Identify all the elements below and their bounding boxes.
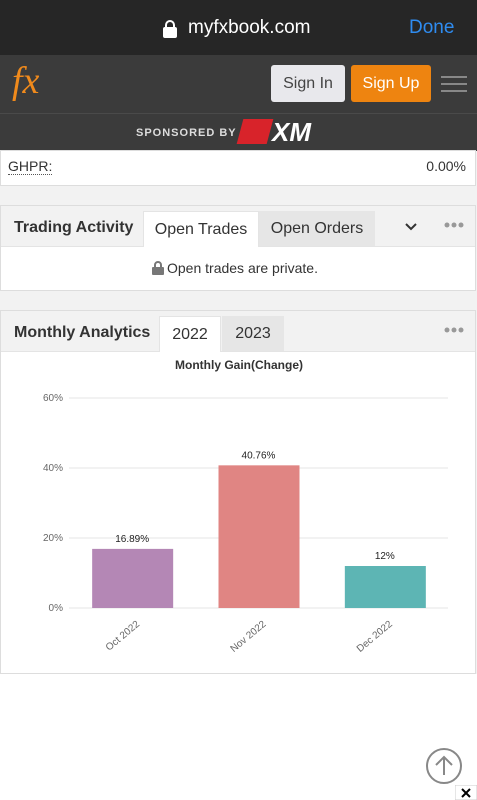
chevron[interactable] — [405, 223, 417, 231]
tab[interactable]: Open Trades — [143, 211, 259, 247]
x-tick-label: Dec 2022 — [355, 619, 395, 655]
private-message: Open trades are private. — [167, 260, 318, 276]
ghpr-label: GHPR: — [8, 158, 53, 175]
sign-in-button[interactable]: Sign In — [271, 65, 345, 102]
card-title: Monthly Analytics — [14, 324, 151, 341]
tab[interactable]: 2022 — [159, 316, 221, 352]
sign-up-button[interactable]: Sign Up — [351, 65, 431, 102]
tab-bar: Monthly Analytics 2022 2023 — [1, 311, 475, 352]
ghpr-value: 0.00% — [426, 158, 466, 174]
tab[interactable]: Open Orders — [259, 211, 375, 246]
x-tick-label: Oct 2022 — [104, 619, 142, 654]
lock-icon — [152, 261, 164, 275]
chart-title: Monthly Gain(Change) — [175, 358, 303, 372]
y-tick-label: 60% — [43, 393, 63, 404]
close-button[interactable] — [455, 785, 477, 800]
ghpr-row: GHPR: 0.00% — [0, 150, 476, 186]
x-tick-label: Nov 2022 — [229, 619, 269, 655]
url[interactable]: myfxbook.com — [188, 17, 311, 38]
scroll-top-button[interactable] — [425, 747, 463, 785]
tab[interactable]: 2023 — [222, 316, 284, 351]
trading-activity-card: Trading Activity Open Trades Open Orders… — [0, 205, 476, 291]
bar — [344, 566, 426, 608]
menu-icon[interactable] — [441, 74, 467, 94]
lock-icon — [163, 20, 177, 38]
y-tick-label: 0% — [49, 603, 64, 614]
more-icon[interactable] — [444, 327, 464, 333]
logo[interactable]: fx — [12, 60, 40, 102]
value-label: 16.89% — [115, 534, 149, 545]
card-title: Trading Activity — [14, 219, 134, 236]
done-button[interactable]: Done — [409, 17, 455, 38]
bar — [218, 465, 300, 608]
sponsor-mark — [236, 119, 274, 144]
bar — [92, 548, 174, 608]
value-label: 12% — [375, 551, 395, 562]
browser-bar: myfxbook.com Done — [0, 0, 477, 55]
blank-area — [0, 674, 477, 800]
more-icon[interactable] — [444, 222, 464, 228]
sponsored-by: SPONSORED BY — [136, 127, 237, 139]
sponsor-bar: SPONSORED BY XM — [0, 113, 477, 151]
chart: Monthly Gain(Change) 0% 20% 40% 60% Oct 2022… — [43, 358, 448, 655]
tab-bar: Trading Activity Open Trades Open Orders — [1, 206, 475, 247]
y-tick-label: 40% — [43, 463, 63, 474]
y-tick-label: 20% — [43, 533, 63, 544]
monthly-analytics-card: Monthly Analytics 2022 2023 Monthly Gain… — [0, 310, 476, 674]
value-label: 40.76% — [242, 450, 276, 461]
sponsor-name[interactable]: XM — [272, 117, 311, 147]
site-header: fx Sign In Sign Up — [0, 55, 477, 113]
